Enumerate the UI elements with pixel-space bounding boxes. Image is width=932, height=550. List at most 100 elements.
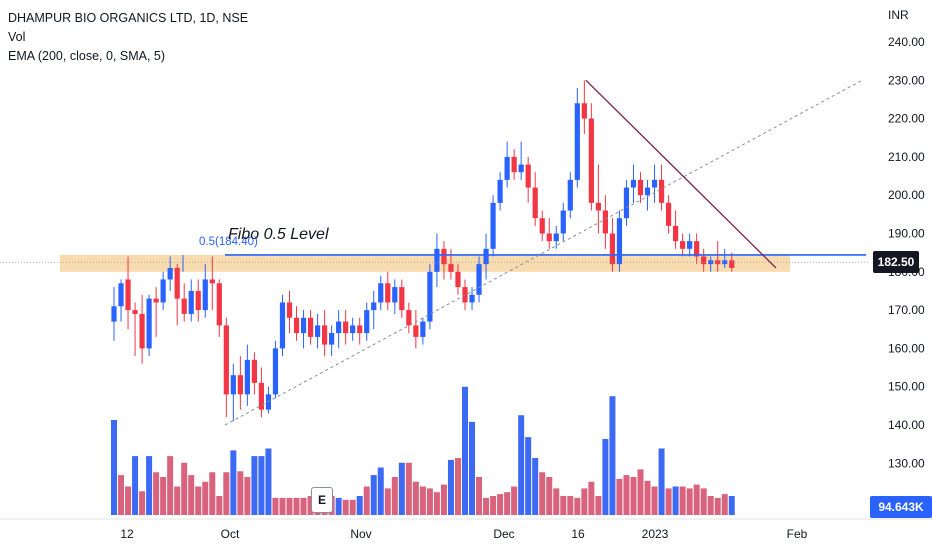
volume-bar [370,475,377,515]
volume-bar [595,496,602,515]
candle-body [111,306,117,322]
drawings[interactable] [0,79,870,426]
candle-body [567,179,573,211]
candle-body [216,283,222,326]
volume-bar [644,480,651,515]
candle-body [251,359,257,383]
candle-body [230,375,236,395]
candle-body [427,271,433,322]
candle-body [680,241,686,249]
candle-body [546,233,552,242]
candle-body [202,279,208,311]
candle-body [336,321,342,334]
volume-bar [146,456,153,515]
volume-bar [132,456,139,515]
volume-indicator-label[interactable]: Vol [8,30,26,44]
candle-body [673,225,679,242]
ema-indicator-label[interactable]: EMA (200, close, 0, SMA, 5) [8,49,166,63]
volume-bar [433,492,440,515]
y-axis-tick-label: 230.00 [888,73,925,87]
volume-bar [651,486,658,515]
candle-body [722,260,728,265]
candle-body [237,375,243,395]
candle-body [167,267,173,280]
volume-bar [293,497,300,515]
volume-bars [111,386,735,515]
candle-body [286,302,293,318]
volume-bar [469,421,476,515]
candle-body [153,298,159,303]
candle-body [272,348,279,395]
volume-bar [391,477,398,515]
candle-body [293,317,300,334]
candle-body [497,179,503,203]
candle-body [729,260,735,268]
volume-bar [483,497,490,515]
volume-bar [279,497,286,515]
candle-body [609,233,616,265]
volume-bar [377,467,384,515]
y-axis-tick-label: 150.00 [888,380,925,394]
candle-body [560,210,566,234]
fibo-text-label: Fibo 0.5 Level [228,226,329,243]
volume-bar [286,497,293,515]
volume-bar [462,386,468,515]
candle-body [701,256,707,265]
candle-body [420,321,426,337]
candle-body [644,187,651,196]
volume-bar [476,477,483,515]
earnings-event-badge[interactable]: E [311,487,333,513]
volume-bar [728,496,735,515]
volume-bar [553,488,560,515]
candle-body [413,325,419,337]
candle-body [441,248,447,265]
volume-bar [160,477,167,515]
symbol-title[interactable]: DHAMPUR BIO ORGANICS LTD, 1D, NSE [8,11,249,25]
candle-body [658,179,665,203]
volume-bar [139,491,146,515]
candle-body [350,325,356,334]
volume-bar [237,471,244,515]
volume-bar [258,456,265,515]
candle-body [322,325,328,345]
candle-body [181,298,187,314]
volume-bar [665,488,672,515]
candle-body [434,248,440,272]
volume-bar [153,472,160,515]
candle-body [694,241,700,257]
candle-body [364,310,370,334]
candle-body [616,218,623,265]
candle-body [343,321,349,334]
candle-body [378,283,384,303]
volume-bar [504,492,511,515]
volume-bar [384,488,391,515]
candle-body [504,156,510,180]
candle-body [392,287,398,303]
y-axis-tick-label: 210.00 [888,150,925,164]
candle-body [406,310,412,326]
volume-bar [630,477,637,515]
y-axis-tick-label: 240.00 [888,35,925,49]
candle-body [483,248,489,265]
volume-bar [602,439,609,515]
volume-bar [518,415,525,515]
candle-body [665,202,672,226]
volume-bar [532,458,539,515]
candle-body [329,333,335,345]
candle-body [455,271,461,288]
candle-body [385,283,391,303]
y-axis-tick-label: 130.00 [888,456,925,470]
candle-body [399,287,405,311]
rising-trendline [224,79,863,426]
volume-bar [188,475,195,515]
volume-bar [349,499,356,515]
volume-bar [574,497,581,515]
candle-body [532,187,538,219]
volume-bar [230,450,237,515]
volume-bar [546,477,553,515]
candle-body [476,264,482,295]
volume-bar [405,462,412,515]
y-axis-tick-label: 170.00 [888,303,925,317]
candle-body [518,164,524,173]
